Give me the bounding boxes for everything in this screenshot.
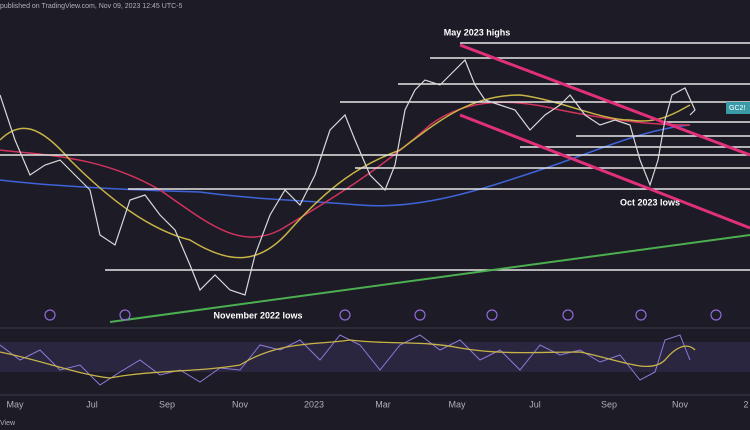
rsi-band xyxy=(0,342,750,372)
x-axis-label: Jul xyxy=(86,399,98,409)
price-path xyxy=(0,58,696,296)
rsi-average xyxy=(0,339,696,379)
moving-average xyxy=(0,124,691,207)
trend-line xyxy=(109,234,750,323)
header: published on TradingView.com, Nov 09, 20… xyxy=(0,3,182,10)
x-axis-label: Nov xyxy=(232,399,249,409)
symbol-tag: GC2! xyxy=(729,105,745,112)
footer: View xyxy=(0,420,16,427)
moving-average xyxy=(0,101,691,238)
x-axis-label: Jul xyxy=(529,399,541,409)
event-icons xyxy=(44,309,722,321)
x-axis-label: May xyxy=(448,399,466,409)
x-axis-label: May xyxy=(6,399,24,409)
rsi-line xyxy=(0,334,691,386)
channel-line xyxy=(459,43,750,157)
x-axis-label: 2 xyxy=(743,399,748,409)
annotation: May 2023 highs xyxy=(444,27,511,37)
symbol-tag-box xyxy=(726,102,750,114)
x-axis-label: 2023 xyxy=(304,399,324,409)
x-axis-label: Mar xyxy=(375,399,391,409)
x-axis-label: Sep xyxy=(159,399,175,409)
annotation: November 2022 lows xyxy=(213,310,302,320)
x-axis-label: Sep xyxy=(601,399,617,409)
annotation: Oct 2023 lows xyxy=(620,197,680,207)
channel-line xyxy=(459,113,750,230)
x-axis-label: Nov xyxy=(672,399,689,409)
